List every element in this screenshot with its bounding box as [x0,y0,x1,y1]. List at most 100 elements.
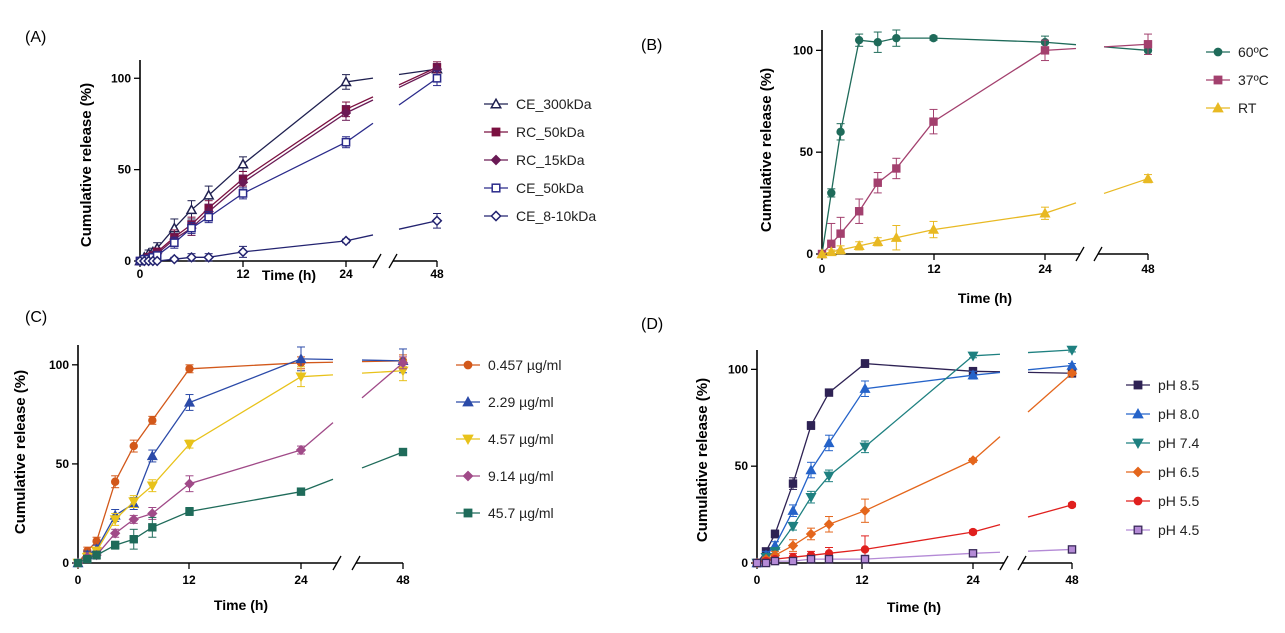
data-point [1066,368,1078,379]
data-point [823,471,835,482]
series-line-after-break [398,68,438,89]
data-point [203,251,215,263]
series-1 [751,359,1078,568]
y-axis-label: Cumulative release (%) [12,370,29,534]
data-point [872,236,884,246]
series-line-after-break [398,220,438,230]
data-point [184,478,195,489]
axis-break-mark [1075,246,1085,262]
x-tick-label: 0 [75,573,82,587]
data-point [860,359,870,368]
series-line-to-break [345,234,374,242]
data-point [787,522,799,532]
data-point [816,248,828,259]
x-tick-label: 48 [430,267,444,281]
axis-break-mark [1017,555,1027,571]
legend-marker [491,127,501,137]
data-point [295,444,307,456]
series-3 [135,70,442,266]
legend-label: pH 8.5 [1158,377,1199,393]
axis-break-mark [1093,246,1103,262]
data-point [836,127,845,137]
data-point [788,479,798,488]
data-point [968,527,978,537]
data-point [238,189,248,198]
data-point [151,255,163,267]
series-2 [72,360,409,569]
data-point [859,505,871,516]
x-tick-label: 24 [966,573,980,587]
x-tick-label: 24 [1038,262,1052,276]
series-3 [72,356,409,569]
series-line-after-break [1103,43,1149,48]
series-line-to-break [972,353,1001,357]
data-point [967,351,979,362]
series-1 [817,33,1153,259]
series-line [821,37,1046,255]
data-point [787,504,799,515]
legend-label: 9.14 µg/ml [488,468,554,484]
legend-label: CE_8-10kDa [516,208,596,224]
series-line-after-break [1027,548,1073,552]
data-point [128,497,140,508]
data-point [202,189,215,200]
data-point [806,554,816,564]
data-point [1066,359,1078,370]
legend-marker [462,396,474,407]
legend-marker [1132,438,1144,449]
data-point [825,246,837,257]
series-line-to-break [300,361,334,364]
legend-label: 4.57 µg/ml [488,431,554,447]
y-tick-label: 50 [735,459,749,473]
series-line-to-break [972,436,1001,461]
series-line-after-break [361,451,404,469]
legend-marker [1213,47,1223,57]
chart-panel-a: (A) 0 50 100 0 12 24 48 Time (h) Cumulative relea… [25,29,596,283]
y-tick-label: 100 [728,362,748,376]
data-point [340,75,352,87]
data-point [967,455,979,466]
panel-label: (D) [641,316,663,333]
legend-marker [1133,380,1143,390]
y-axis-label: Cumulative release (%) [758,68,775,232]
data-point [805,492,817,503]
data-point [860,554,870,564]
y-tick-label: 0 [806,247,813,261]
data-point [859,442,871,453]
y-tick-label: 0 [741,556,748,570]
x-tick-label: 12 [236,267,250,281]
data-point [432,73,442,83]
legend-marker [1133,525,1143,535]
panel-label: (A) [25,29,46,46]
y-tick-label: 0 [62,556,69,570]
axis-break-mark [372,253,382,269]
series-line-after-break [1103,178,1149,195]
data-point [168,253,180,265]
data-point [927,223,940,234]
data-point [761,558,771,568]
series-line-to-break [972,551,1001,554]
legend-marker [462,434,474,445]
series-line-after-break [1027,504,1073,518]
series-line-to-break [345,77,374,83]
legend-label: 2.29 µg/ml [488,394,554,410]
series-line-after-break [1027,372,1073,413]
legend-label: 37ºC [1238,72,1269,88]
legend-marker [1133,496,1143,506]
x-axis-label: Time (h) [887,599,941,615]
data-point [296,487,306,496]
data-point [146,481,158,492]
data-point [204,212,214,222]
legend-label: 0.457 µg/ml [488,357,561,373]
series-line-to-break [972,371,1001,376]
data-point [109,528,121,539]
series-line [77,491,302,564]
data-point [187,223,196,233]
series-line-after-break [398,77,438,106]
series-0 [73,354,408,568]
series-line-after-break [361,362,404,399]
x-tick-label: 0 [137,267,144,281]
chart-panel-c: (C) 0 50 100 0 12 24 48 Time (h) Cumulative relea… [12,309,561,613]
data-point [860,545,870,554]
